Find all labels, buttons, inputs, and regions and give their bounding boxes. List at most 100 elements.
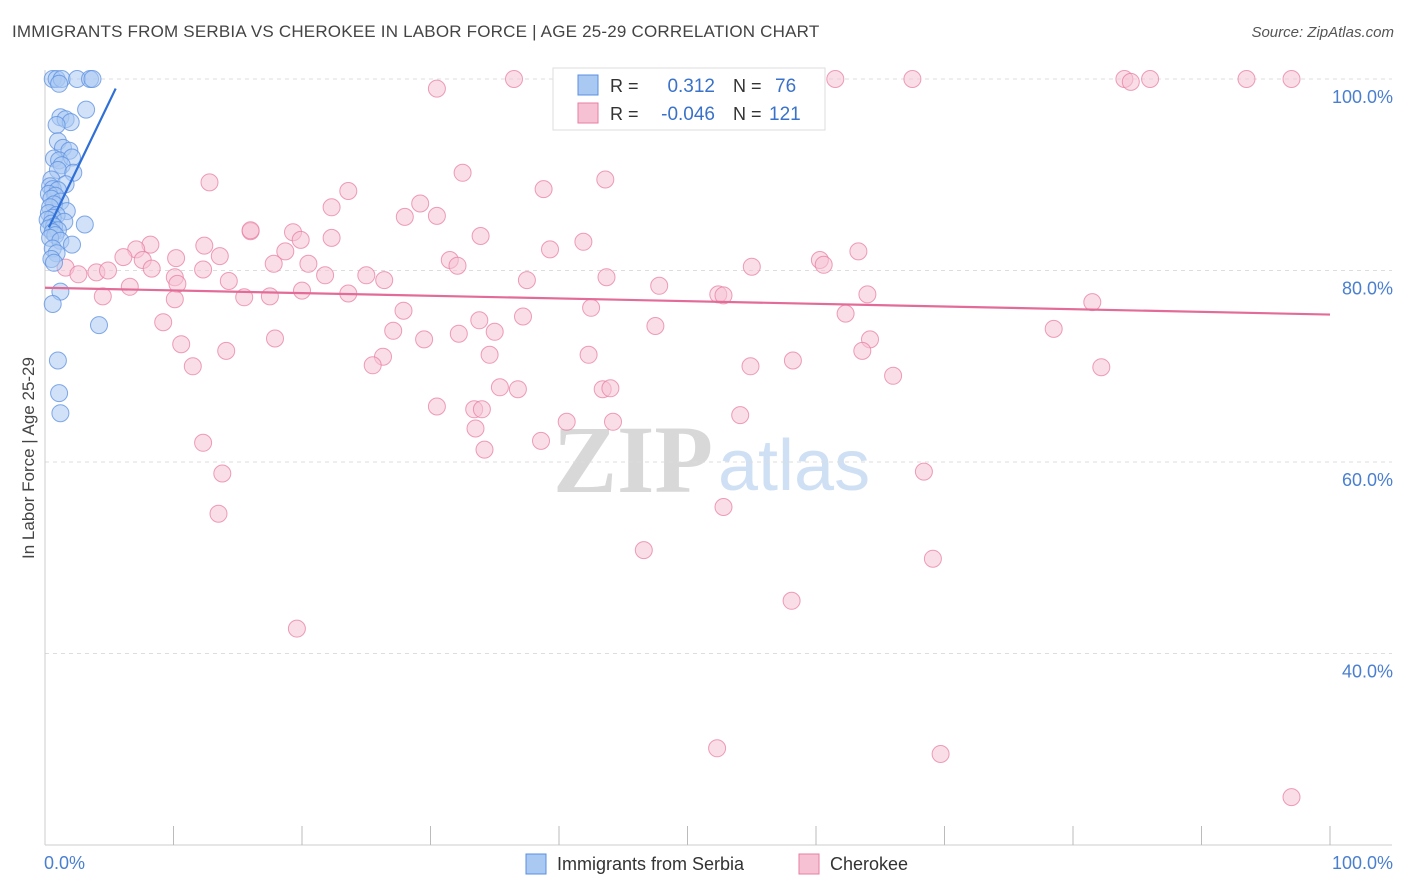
point-cherokee (650, 276, 669, 295)
chart-title: IMMIGRANTS FROM SERBIA VS CHEROKEE IN LA… (12, 22, 820, 41)
point-cherokee (299, 254, 318, 273)
stats-n-label-serbia: N = (733, 76, 762, 96)
watermark-zip: ZIP (553, 406, 713, 513)
point-cherokee (449, 324, 468, 343)
point-cherokee (597, 268, 616, 287)
point-cherokee (209, 504, 228, 523)
point-serbia (45, 253, 63, 272)
point-cherokee (466, 419, 485, 438)
point-cherokee (200, 173, 219, 192)
stats-legend-swatch-cherokee (577, 102, 599, 124)
y-tick-label: 40.0% (1342, 662, 1393, 682)
trend-line-serbia (47, 88, 117, 228)
point-cherokee (849, 242, 868, 261)
legend-swatch-cherokee (798, 853, 820, 875)
point-cherokee (485, 322, 504, 341)
point-cherokee (557, 412, 576, 431)
point-cherokee (1237, 70, 1256, 88)
point-serbia (90, 316, 108, 335)
point-cherokee (293, 281, 311, 300)
point-cherokee (339, 182, 358, 200)
point-cherokee (264, 254, 283, 273)
point-cherokee (322, 228, 341, 247)
point-cherokee (276, 242, 295, 261)
point-serbia (77, 100, 96, 119)
point-cherokee (508, 380, 527, 399)
point-cherokee (714, 286, 733, 305)
point-cherokee (183, 357, 202, 376)
legend-swatch-serbia (525, 853, 547, 875)
point-cherokee (783, 351, 802, 370)
y-tick-labels: 40.0% 60.0% 80.0% 100.0% (1332, 87, 1393, 682)
point-cherokee (1141, 70, 1160, 88)
point-cherokee (731, 406, 750, 425)
bottom-legend: Immigrants from Serbia Cherokee (525, 853, 908, 875)
point-cherokee (427, 206, 446, 225)
y-tick-label: 80.0% (1342, 279, 1393, 299)
point-cherokee (582, 298, 601, 317)
point-cherokee (574, 232, 593, 251)
point-cherokee (480, 345, 499, 364)
point-cherokee (363, 356, 382, 375)
point-cherokee (427, 397, 446, 416)
point-serbia (83, 70, 102, 88)
point-serbia (48, 351, 67, 370)
point-cherokee (579, 345, 598, 364)
point-cherokee (741, 357, 760, 376)
point-cherokee (395, 207, 414, 226)
point-cherokee (165, 290, 184, 309)
point-cherokee (375, 271, 394, 290)
trend-line-cherokee (44, 286, 1331, 316)
point-cherokee (826, 70, 845, 88)
watermark-atlas: atlas (718, 426, 870, 506)
point-cherokee (490, 378, 509, 397)
point-cherokee (601, 379, 620, 398)
x-tick-label-max: 100.0% (1332, 853, 1393, 873)
stats-n-label-cherokee: N = (733, 104, 762, 124)
x-tick-label-min: 0.0% (44, 853, 85, 873)
point-cherokee (604, 412, 622, 431)
point-cherokee (534, 180, 553, 199)
point-cherokee (1282, 788, 1301, 807)
point-cherokee (475, 440, 494, 459)
point-serbia (43, 295, 62, 313)
legend-label-cherokee: Cherokee (830, 854, 908, 874)
point-cherokee (853, 341, 872, 360)
point-cherokee (260, 287, 279, 306)
point-cherokee (316, 266, 335, 285)
point-cherokee (472, 400, 491, 419)
point-cherokee (903, 70, 922, 88)
point-cherokee (471, 227, 490, 245)
point-cherokee (505, 70, 523, 88)
grid-lines (45, 78, 1392, 654)
series-serbia-points (38, 70, 108, 423)
point-cherokee (93, 287, 112, 306)
point-cherokee (514, 307, 532, 326)
point-cherokee (517, 271, 536, 290)
point-cherokee (782, 591, 801, 610)
point-cherokee (394, 301, 413, 320)
legend-label-serbia: Immigrants from Serbia (557, 854, 745, 874)
point-cherokee (646, 317, 665, 335)
point-cherokee (634, 541, 653, 560)
point-serbia (47, 116, 66, 134)
point-cherokee (213, 464, 232, 483)
source-label: Source: ZipAtlas.com (1251, 24, 1394, 41)
stats-legend: R = 0.312 N = 76 R = -0.046 N = 121 (552, 67, 826, 131)
y-axis-title: In Labor Force | Age 25-29 (19, 357, 38, 559)
point-cherokee (114, 248, 133, 267)
point-cherokee (194, 260, 213, 279)
point-cherokee (172, 335, 191, 354)
point-cherokee (814, 255, 833, 274)
point-cherokee (357, 266, 376, 285)
stats-n-value-cherokee: 121 (769, 104, 801, 125)
point-cherokee (217, 341, 236, 360)
point-cherokee (1282, 70, 1301, 88)
point-serbia (50, 384, 69, 403)
point-cherokee (1092, 358, 1111, 377)
point-cherokee (167, 249, 186, 268)
point-cherokee (836, 304, 855, 323)
point-cherokee (219, 272, 238, 290)
point-cherokee (411, 194, 430, 213)
